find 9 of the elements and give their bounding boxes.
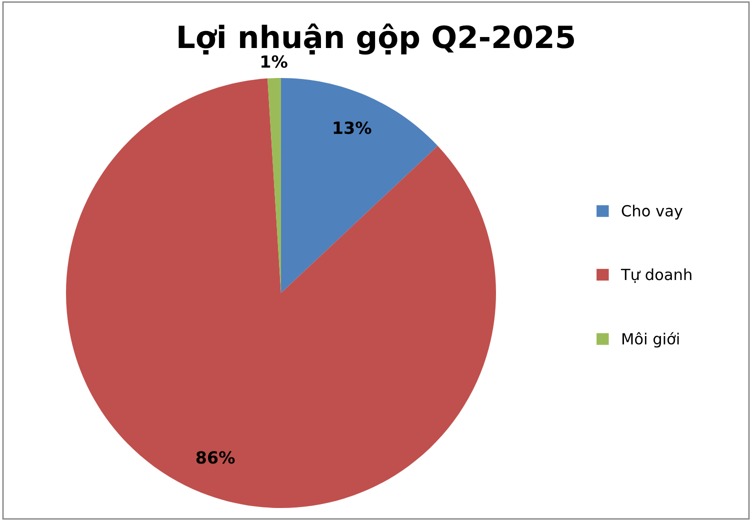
- legend-label: Tự doanh: [620, 268, 692, 283]
- pie-slice: [281, 78, 438, 293]
- data-label: 1%: [262, 55, 288, 68]
- data-label: 13%: [334, 121, 372, 134]
- data-label: 86%: [196, 451, 235, 464]
- legend-label: Cho vay: [622, 204, 683, 220]
- pie-slice: [66, 78, 496, 508]
- chart-title: Lợi nhuận gộp Q2-2025: [178, 24, 574, 55]
- legend-label: Môi giới: [622, 332, 679, 348]
